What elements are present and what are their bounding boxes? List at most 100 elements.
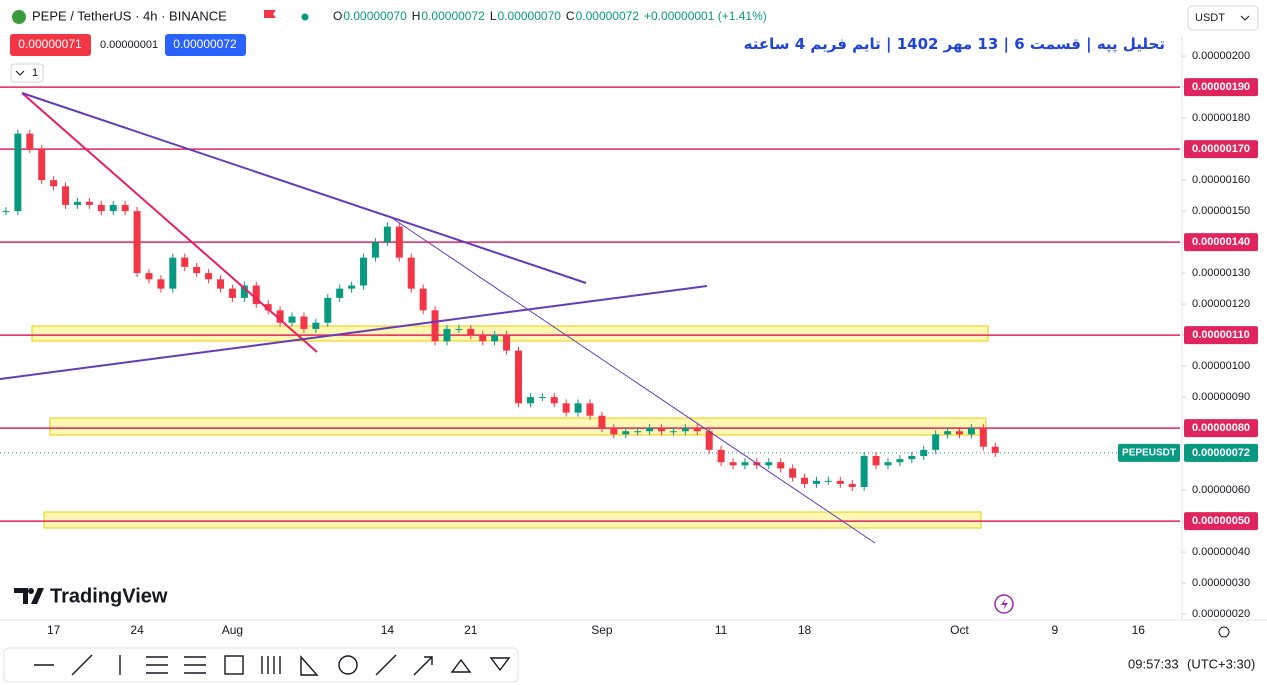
candle xyxy=(681,428,689,432)
candle xyxy=(979,428,987,447)
tool[interactable] xyxy=(71,654,93,676)
trendline xyxy=(21,92,587,284)
candle xyxy=(801,477,809,484)
candle xyxy=(443,328,451,342)
tool[interactable] xyxy=(261,656,281,674)
candle xyxy=(836,480,844,484)
chevron xyxy=(1240,15,1250,21)
clock: 09:57:33 xyxy=(1128,656,1179,671)
candle xyxy=(932,434,940,450)
alert-icon[interactable] xyxy=(994,594,1014,614)
candle xyxy=(336,288,344,298)
sell-price: 0.00000071 xyxy=(18,37,82,51)
x-tick-label: 9 xyxy=(1052,623,1059,637)
ohlc-value: 0.00000070 xyxy=(343,9,407,23)
candle xyxy=(944,431,952,435)
y-tick-label: 0.00000020 xyxy=(1192,608,1250,620)
candle xyxy=(2,211,10,213)
candle xyxy=(240,285,248,298)
candle xyxy=(658,428,666,432)
candle xyxy=(955,431,963,435)
level-label: 0.00000050 xyxy=(1192,515,1250,527)
logo-mark xyxy=(28,588,34,594)
ohlc-key: O xyxy=(333,9,342,23)
symbol-icon xyxy=(12,10,26,24)
level-label-bg xyxy=(1184,326,1258,345)
candle xyxy=(181,257,189,267)
symbol-label-bg xyxy=(1118,443,1180,462)
buy-button[interactable] xyxy=(165,34,246,56)
candle xyxy=(26,133,34,150)
candle xyxy=(383,226,391,243)
y-tick-label: 0.00000180 xyxy=(1192,112,1250,124)
candle xyxy=(455,328,463,330)
y-tick-label: 0.00000130 xyxy=(1192,267,1250,279)
candle xyxy=(586,403,594,416)
logo-mark xyxy=(14,588,44,604)
x-tick-label: 14 xyxy=(381,623,395,637)
symbol: PEPE / TetherUS · 4h · BINANCE xyxy=(32,8,227,23)
candle xyxy=(991,446,999,453)
settings-icon[interactable] xyxy=(1218,626,1230,638)
trendline xyxy=(21,92,318,353)
candle xyxy=(217,279,225,289)
flag[interactable] xyxy=(264,10,276,18)
candle xyxy=(646,428,654,432)
candle xyxy=(526,397,534,404)
level-label-bg xyxy=(1184,140,1258,159)
candle xyxy=(276,310,284,323)
y-tick-label: 0.00000120 xyxy=(1192,298,1250,310)
tool[interactable] xyxy=(413,656,433,676)
candle xyxy=(348,285,356,289)
currency-select[interactable] xyxy=(1187,5,1259,31)
ohlc-value: 0.00000072 xyxy=(421,9,485,23)
y-tick-label: 0.00000200 xyxy=(1192,50,1250,62)
tool[interactable] xyxy=(489,657,511,672)
chevron xyxy=(15,70,25,76)
candle xyxy=(622,431,630,435)
candle xyxy=(121,204,129,212)
trendline xyxy=(0,285,708,380)
currency: USDT xyxy=(1195,12,1225,24)
candle xyxy=(157,279,165,289)
candle xyxy=(777,462,785,469)
y-tick-label: 0.00000060 xyxy=(1192,484,1250,496)
timezone: (UTC+3:30) xyxy=(1187,656,1255,671)
level-label-bg xyxy=(1184,78,1258,97)
tool[interactable] xyxy=(450,658,472,673)
candle xyxy=(741,462,749,466)
tool[interactable] xyxy=(375,654,397,676)
symbol-label: PEPEUSDT xyxy=(1122,448,1176,459)
candle xyxy=(50,180,58,187)
candle xyxy=(324,297,332,323)
tool[interactable] xyxy=(300,655,319,676)
tool[interactable] xyxy=(338,655,358,675)
y-tick-label: 0.00000030 xyxy=(1192,577,1250,589)
tool[interactable] xyxy=(146,656,168,674)
tool[interactable] xyxy=(224,655,244,675)
trendlines xyxy=(0,92,876,544)
tool[interactable] xyxy=(184,656,206,674)
indicator-toggle[interactable] xyxy=(10,63,44,83)
y-tick-label: 0.00000100 xyxy=(1192,360,1250,372)
indicator-count: 1 xyxy=(32,67,38,79)
level-label-bg xyxy=(1184,419,1258,438)
candle xyxy=(73,201,81,205)
sell-button[interactable] xyxy=(10,34,91,56)
candle xyxy=(85,201,93,205)
candle xyxy=(693,428,701,432)
candle xyxy=(419,288,427,311)
candle xyxy=(884,462,892,466)
ohlc-value: 0.00000072 xyxy=(576,9,640,23)
ohlc-key: L xyxy=(490,9,497,23)
candle xyxy=(669,431,677,433)
candle xyxy=(705,431,713,450)
candle xyxy=(360,257,368,286)
x-tick-label: 16 xyxy=(1132,623,1146,637)
candle xyxy=(62,186,70,205)
candle xyxy=(38,149,46,181)
x-tick-label: 17 xyxy=(47,623,61,637)
candle xyxy=(288,316,296,323)
candle xyxy=(300,316,308,329)
last-price-bg xyxy=(1184,443,1258,462)
